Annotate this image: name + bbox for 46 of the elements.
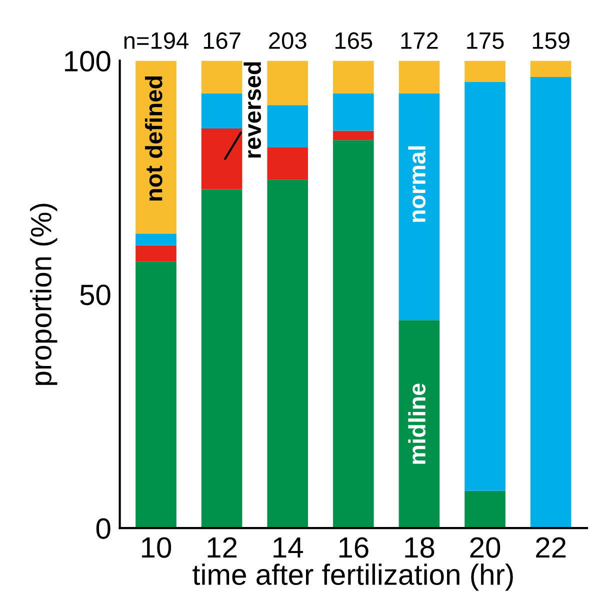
bar <box>267 60 308 106</box>
text: n=194 <box>124 32 188 50</box>
x-axis-title: time after fertilization (hr) <box>192 564 513 591</box>
text: 175 <box>467 32 504 50</box>
x-tick-label: 18 <box>405 537 434 558</box>
bar <box>136 234 176 246</box>
y-tick-label: 0 <box>96 518 110 539</box>
series-label: not defined <box>144 76 162 201</box>
text: 172 <box>401 32 438 49</box>
bar <box>333 60 374 94</box>
bar <box>398 320 440 528</box>
x-tick-label: 12 <box>208 537 237 558</box>
bar <box>464 82 506 491</box>
bar <box>530 60 572 78</box>
y-axis-title: proportion (%) <box>30 204 58 385</box>
y-tick-label: 50 <box>80 284 110 306</box>
bar <box>136 245 176 262</box>
bar <box>267 147 308 180</box>
x-tick-label: 20 <box>470 537 500 558</box>
bar <box>333 130 374 140</box>
text: 165 <box>336 32 372 50</box>
bar <box>201 93 242 128</box>
text: 159 <box>532 32 570 50</box>
x-tick-label: 22 <box>536 537 566 558</box>
bar <box>333 93 374 131</box>
bar <box>398 93 440 320</box>
x-tick-label: 16 <box>339 537 368 558</box>
series-label: midline <box>408 384 426 464</box>
bar <box>267 180 308 528</box>
bar <box>333 140 374 528</box>
bar <box>201 189 242 528</box>
series-label: normal <box>408 146 426 222</box>
text: 167 <box>204 32 240 50</box>
x-tick-label: 10 <box>142 537 172 558</box>
bar <box>464 490 506 528</box>
bar <box>201 128 242 190</box>
text: reversed <box>244 62 262 158</box>
text: 203 <box>269 32 306 50</box>
y-tick-label: 100 <box>65 50 110 72</box>
x-tick-label: 14 <box>274 537 303 558</box>
bar <box>464 60 506 82</box>
bar <box>530 77 572 528</box>
bar <box>136 262 176 528</box>
bar <box>398 60 440 94</box>
bar <box>267 105 308 148</box>
bar <box>201 60 242 94</box>
